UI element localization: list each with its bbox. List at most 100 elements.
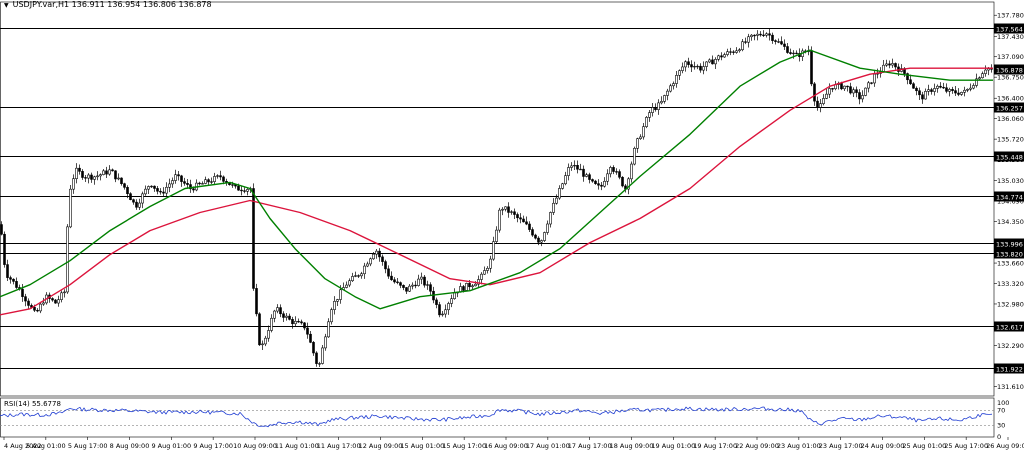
candle-body	[63, 291, 66, 294]
candle-body	[771, 34, 774, 41]
level-tag-label: 134.774	[996, 194, 1023, 202]
candle-body	[600, 184, 603, 187]
level-tag-label: 136.257	[996, 105, 1023, 113]
candle-body	[168, 183, 171, 188]
candle-body	[90, 174, 93, 180]
candle-body	[15, 281, 18, 288]
candle-body	[363, 265, 366, 275]
candle-body	[3, 233, 6, 265]
candle-body	[978, 77, 981, 80]
candle-body	[828, 88, 831, 95]
candle-body	[240, 189, 243, 192]
candle-body	[369, 258, 372, 265]
candle-body	[507, 206, 510, 213]
candle-body	[939, 85, 942, 88]
candle-body	[735, 50, 738, 53]
candle-body	[174, 174, 177, 181]
triangle-down-icon[interactable]: ▼	[4, 2, 9, 9]
plot-frame	[0, 1, 995, 397]
candle-body	[282, 313, 285, 318]
x-tick-label: 5 Aug 01:00	[26, 442, 66, 450]
candle-body	[540, 240, 543, 243]
candle-body	[873, 73, 876, 84]
candle-body	[864, 87, 867, 96]
candle-body	[690, 64, 693, 68]
candle-body	[468, 283, 471, 288]
candle-body	[96, 175, 99, 178]
candle-body	[627, 178, 630, 190]
candle-body	[657, 102, 660, 110]
candle-body	[339, 289, 342, 300]
candle-body	[39, 303, 42, 312]
candle-body	[756, 33, 759, 36]
candle-body	[204, 179, 207, 184]
candle-body	[147, 186, 150, 190]
candle-body	[84, 177, 87, 179]
candle-body	[111, 169, 114, 172]
candle-body	[669, 85, 672, 92]
candle-body	[954, 90, 957, 94]
candle-body	[213, 176, 216, 182]
candle-body	[129, 193, 132, 200]
candle-body	[885, 63, 888, 66]
candle-body	[639, 136, 642, 140]
candle-body	[81, 171, 84, 178]
candle-body	[390, 275, 393, 281]
candle-body	[393, 279, 396, 283]
candle-body	[411, 284, 414, 287]
candle-body	[972, 85, 975, 89]
candle-body	[708, 59, 711, 63]
candle-body	[567, 167, 570, 176]
candle-body	[609, 167, 612, 175]
candle-body	[150, 185, 153, 188]
candle-body	[546, 223, 549, 233]
candle-body	[681, 66, 684, 71]
candle-body	[69, 188, 72, 228]
x-tick-label: 10 Aug 09:00	[233, 442, 277, 450]
candle-body	[531, 229, 534, 236]
candle-body	[117, 177, 120, 180]
candle-body	[57, 299, 60, 304]
candle-body	[321, 347, 324, 364]
candle-body	[444, 309, 447, 315]
candle-body	[72, 178, 75, 190]
candle-body	[825, 93, 828, 99]
y-tick-label: 137.780	[997, 12, 1024, 20]
candle-body	[435, 299, 438, 305]
level-tag	[994, 151, 1024, 162]
candle-body	[387, 268, 390, 277]
candle-body	[678, 70, 681, 76]
candle-body	[759, 33, 762, 36]
candle-body	[630, 163, 633, 180]
x-tick-label: 15 Aug 17:00	[442, 442, 486, 450]
candle-body	[324, 336, 327, 349]
candle-body	[300, 321, 303, 324]
candle-body	[123, 183, 126, 188]
candle-body	[534, 234, 537, 239]
candle-body	[510, 211, 513, 213]
symbol-header: ▼ USDJPY.var,H1 136.911 136.954 136.806 1…	[4, 0, 212, 9]
candle-body	[357, 275, 360, 277]
candle-body	[852, 89, 855, 94]
candle-body	[279, 307, 282, 315]
candle-body	[423, 276, 426, 286]
candle-body	[201, 183, 204, 185]
candle-body	[747, 36, 750, 43]
candle-body	[723, 54, 726, 58]
candle-body	[768, 33, 771, 36]
candle-body	[354, 275, 357, 277]
candle-body	[621, 176, 624, 187]
candle-body	[702, 66, 705, 71]
candle-body	[792, 52, 795, 55]
level-tag	[994, 363, 1024, 374]
candle-body	[336, 299, 339, 302]
candle-body	[870, 82, 873, 84]
y-tick-label: 137.090	[997, 53, 1024, 61]
candle-body	[51, 298, 54, 301]
rsi-label: RSI(14) 55.6778	[4, 400, 61, 408]
candle-body	[177, 174, 180, 177]
candle-body	[378, 250, 381, 258]
candle-body	[648, 112, 651, 118]
